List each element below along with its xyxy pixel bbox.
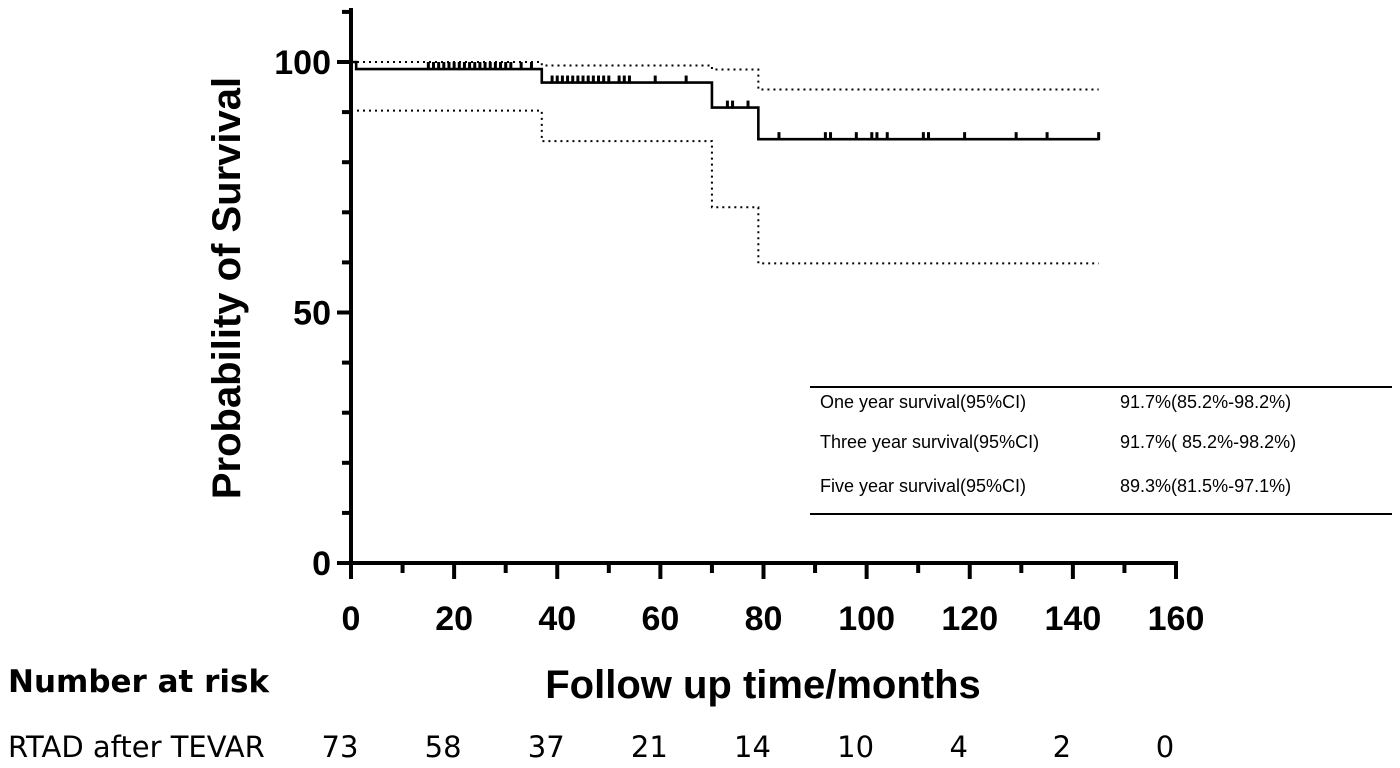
survival-curve [351,60,1099,141]
risk-count: 37 [527,730,565,764]
table-row-label: Three year survival(95%CI) [820,432,1039,452]
risk-count: 73 [321,730,359,764]
table-row-value: 89.3%(81.5%-97.1%) [1120,476,1291,496]
y-axis-title: Probability of Survival [205,77,249,499]
axes [337,8,1178,579]
risk-count: 0 [1155,730,1175,764]
tick-labels: 0 50 100 0 20 40 60 80 100 120 140 160 [274,44,1204,638]
x-axis-title: Follow up time/months [545,663,981,707]
y-tick-label: 0 [312,545,331,583]
x-tick-label: 120 [941,600,998,638]
x-tick-label: 160 [1148,600,1205,638]
risk-count: 4 [949,730,968,764]
x-tick-label: 80 [745,600,783,638]
y-tick-label: 100 [274,44,331,82]
lower-ci-line [351,109,1099,265]
risk-table-title: Number at risk [8,664,270,700]
table-row-label: Five year survival(95%CI) [820,476,1026,496]
risk-row-label: RTAD after TEVAR [8,730,265,764]
risk-count: 10 [837,730,875,764]
table-row-label: One year survival(95%CI) [820,392,1026,412]
table-row-value: 91.7%( 85.2%-98.2%) [1120,432,1296,452]
x-tick-label: 60 [641,600,679,638]
y-tick-label: 50 [293,295,331,333]
risk-count: 58 [424,730,462,764]
x-tick-label: 20 [435,600,473,638]
censor-marks [426,62,1101,141]
km-step-line [351,60,1099,141]
survival-estimate-table: One year survival(95%CI) 91.7%(85.2%-98.… [810,386,1392,515]
x-tick-label: 0 [342,600,361,638]
confidence-interval-lines [351,61,1099,265]
x-tick-label: 100 [838,600,895,638]
risk-count: 14 [734,730,771,764]
risk-count: 2 [1052,730,1072,764]
x-tick-label: 40 [538,600,576,638]
table-row-value: 91.7%(85.2%-98.2%) [1120,392,1291,412]
upper-ci-line [351,61,1099,91]
x-tick-label: 140 [1045,600,1102,638]
risk-count: 21 [630,730,668,764]
